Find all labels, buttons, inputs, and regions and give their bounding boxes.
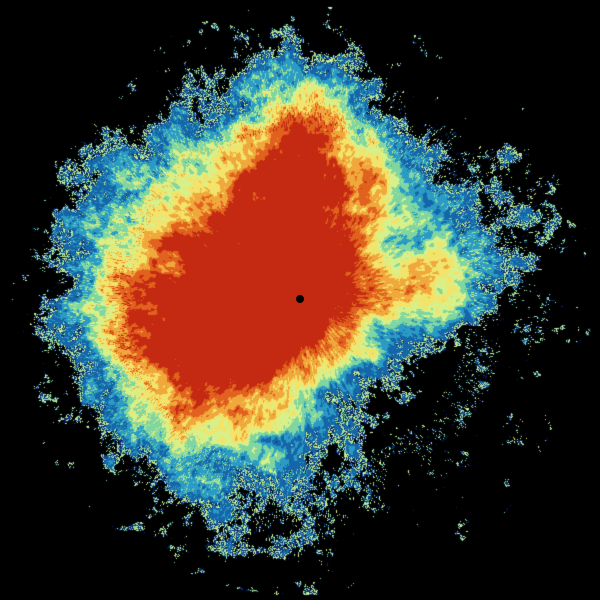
radar-site-marker bbox=[296, 295, 304, 303]
